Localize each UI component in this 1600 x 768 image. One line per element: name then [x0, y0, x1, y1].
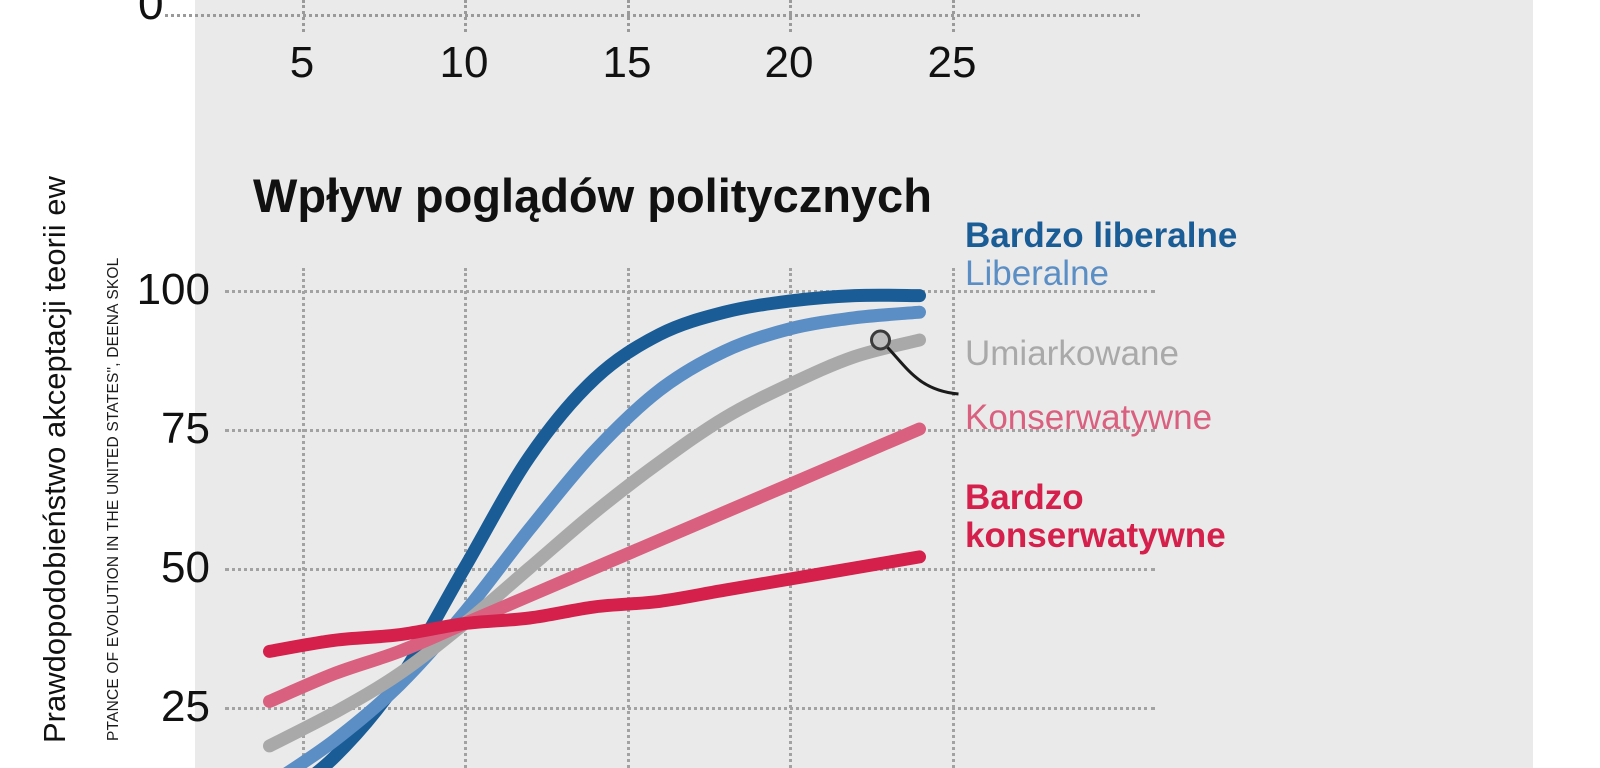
gridline-x-15 — [627, 268, 630, 768]
top-chart-clipped: 0 5 10 15 20 25 — [0, 0, 1338, 110]
gridline-x-20 — [789, 268, 792, 768]
top-chart-x-tick: 25 — [927, 38, 977, 87]
gridline-x-25 — [952, 268, 955, 768]
top-chart-y-tick-0: 0 — [138, 0, 164, 29]
series-line-umiarkowane — [263, 333, 926, 753]
top-chart-x-tick: 5 — [289, 38, 315, 87]
legend-item-very-conservative[interactable]: Bardzo — [965, 478, 1084, 518]
legend-item-liberal[interactable]: Liberalne — [965, 254, 1109, 294]
gridline-x-5 — [302, 268, 305, 768]
series-line-bardzo-konserwatywne — [263, 550, 926, 658]
legend-item-very-liberal[interactable]: Bardzo liberalne — [965, 216, 1238, 255]
series-line-konserwatywne — [263, 422, 926, 708]
chart-title: Wpływ poglądów politycznych — [253, 169, 932, 222]
main-chart: Wpływ poglądów politycznych Prawdopodobi… — [0, 150, 1338, 768]
gridline-y-25 — [225, 707, 1155, 710]
gridline-y-75 — [225, 429, 1155, 432]
series-group — [263, 288, 926, 768]
annotation-group — [870, 329, 959, 396]
series-line-liberalne — [283, 305, 926, 768]
top-chart-x-tick: 10 — [439, 38, 489, 87]
y-tick-label: 50 — [161, 543, 210, 592]
legend: Bardzo liberalne Liberalne Umiarkowane K… — [965, 216, 1335, 556]
legend-item-very-conservative-line2[interactable]: konserwatywne — [965, 516, 1226, 556]
top-chart-gridline-vertical — [464, 0, 467, 32]
top-chart-gridline-vertical — [789, 0, 792, 32]
legend-item-moderate[interactable]: Umiarkowane — [965, 334, 1179, 374]
y-tick-label: 25 — [161, 682, 210, 731]
gridline-y-100 — [225, 290, 1155, 293]
top-chart-gridline-vertical — [627, 0, 630, 32]
top-chart-x-tick: 15 — [602, 38, 652, 87]
top-chart-x-tick: 20 — [764, 38, 814, 87]
legend-item-conservative[interactable]: Konserwatywne — [965, 398, 1213, 438]
annotation-marker-dot — [870, 329, 891, 351]
y-tick-label: 100 — [136, 265, 210, 314]
top-chart-gridline-horizontal — [165, 14, 1140, 17]
plot-area — [263, 288, 959, 768]
top-chart-gridline-vertical — [302, 0, 305, 32]
top-chart-gridline-vertical — [952, 0, 955, 32]
y-tick-label: 75 — [161, 404, 210, 453]
gridline-y-50 — [225, 568, 1155, 571]
gridline-x-10 — [464, 268, 467, 768]
annotation-leader-line — [879, 338, 959, 396]
